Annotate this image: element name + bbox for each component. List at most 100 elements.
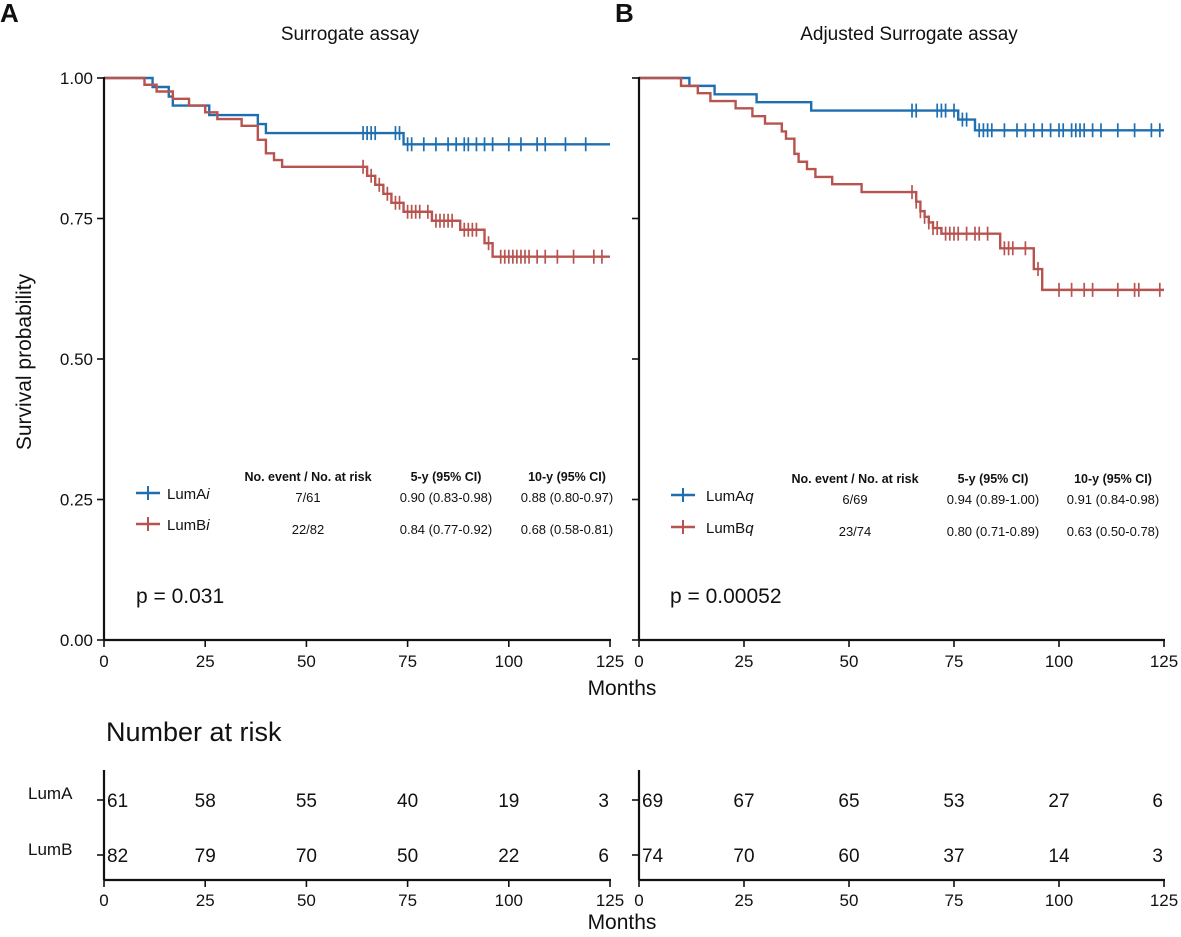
- y-tick-label: 0.25: [60, 491, 93, 510]
- risk-value: 70: [733, 846, 754, 867]
- chart-title-a: Surrogate assay: [281, 24, 420, 45]
- risk-value: 37: [943, 846, 964, 867]
- risk-value: 58: [195, 791, 216, 812]
- risk-axis-b: 0 25 50 75 100 125: [632, 770, 1178, 910]
- y-tick-label: 0.50: [60, 350, 93, 369]
- legend-10y-luma-b: 0.91 (0.84-0.98): [1067, 492, 1160, 507]
- legend-header-events-a: No. event / No. at risk: [244, 470, 371, 484]
- risk-value: 65: [838, 791, 859, 812]
- legend-events-lumb-b: 23/74: [839, 524, 872, 539]
- legend-header-events-b: No. event / No. at risk: [791, 472, 918, 486]
- risk-value: 50: [397, 846, 418, 867]
- risk-value: 3: [1152, 846, 1163, 867]
- risk-value: 22: [498, 846, 519, 867]
- legend-5y-luma-b: 0.94 (0.89-1.00): [947, 492, 1040, 507]
- legend-events-lumb-a: 22/82: [292, 522, 325, 537]
- risk-value: 61: [107, 791, 128, 812]
- survival-curve-LumBi: [104, 76, 610, 258]
- y-tick-label: 0.75: [60, 210, 93, 229]
- risk-row-label-lumb: LumB: [28, 840, 72, 859]
- legend-label-lumb-a: LumBi: [167, 517, 210, 534]
- y-tick-label: 0.00: [60, 631, 93, 650]
- risk-table-a: 61 58 55 40 19 3 82 79 70 50 22 6: [107, 791, 609, 867]
- x-tick-label: 50: [840, 652, 859, 671]
- risk-x-axis-title-a: Months: [588, 911, 657, 934]
- x-tick-label: 125: [596, 652, 624, 671]
- risk-table-b: 69 67 65 53 27 6 74 70 60 37 14 3: [642, 791, 1163, 867]
- axis-ticks-b: 0 25 50 75 100 125: [632, 77, 1178, 671]
- x-tick-label: 25: [735, 652, 754, 671]
- risk-x-tick-label: 25: [735, 891, 754, 910]
- risk-axis-a: 0 25 50 75 100 125: [97, 770, 624, 910]
- risk-x-tick-label: 25: [196, 891, 215, 910]
- risk-x-tick-label: 75: [945, 891, 964, 910]
- legend-label-lumb-b: LumBq: [706, 520, 754, 537]
- risk-value: 19: [498, 791, 519, 812]
- risk-x-tick-label: 50: [840, 891, 859, 910]
- risk-value: 6: [1152, 791, 1163, 812]
- p-value-b: p = 0.00052: [670, 585, 782, 608]
- risk-value: 67: [733, 791, 754, 812]
- legend-label-luma-b: LumAq: [706, 488, 754, 505]
- p-value-a: p = 0.031: [136, 585, 224, 608]
- legend-header-10y-b: 10-y (95% CI): [1074, 472, 1152, 486]
- x-tick-label: 75: [398, 652, 417, 671]
- legend-b: No. event / No. at risk 5-y (95% CI) 10-…: [671, 472, 1159, 539]
- y-tick-label: 1.00: [60, 69, 93, 88]
- survival-curve-LumAq: [639, 76, 1164, 132]
- risk-value: 14: [1048, 846, 1070, 867]
- legend-10y-lumb-b: 0.63 (0.50-0.78): [1067, 524, 1160, 539]
- risk-value: 79: [195, 846, 216, 867]
- risk-value: 53: [943, 791, 964, 812]
- legend-10y-luma-a: 0.88 (0.80-0.97): [521, 490, 614, 505]
- risk-value: 74: [642, 846, 664, 867]
- survival-curve-LumBq: [639, 76, 1164, 292]
- risk-value: 40: [397, 791, 418, 812]
- x-tick-label: 125: [1150, 652, 1178, 671]
- x-tick-label: 0: [634, 652, 643, 671]
- legend-header-5y-b: 5-y (95% CI): [958, 472, 1029, 486]
- x-axis-title-a: Months: [588, 677, 657, 700]
- x-tick-label: 25: [196, 652, 215, 671]
- legend-events-luma-b: 6/69: [842, 492, 867, 507]
- risk-value: 70: [296, 846, 317, 867]
- legend-10y-lumb-a: 0.68 (0.58-0.81): [521, 522, 614, 537]
- risk-value: 69: [642, 791, 663, 812]
- x-tick-label: 100: [1045, 652, 1073, 671]
- risk-value: 6: [598, 846, 609, 867]
- risk-x-tick-label: 100: [495, 891, 523, 910]
- risk-x-tick-label: 0: [99, 891, 108, 910]
- legend-header-5y-a: 5-y (95% CI): [411, 470, 482, 484]
- legend-events-luma-a: 7/61: [295, 490, 320, 505]
- x-tick-label: 75: [945, 652, 964, 671]
- risk-table-title: Number at risk: [106, 717, 282, 747]
- risk-x-tick-label: 100: [1045, 891, 1073, 910]
- legend-5y-lumb-b: 0.80 (0.71-0.89): [947, 524, 1040, 539]
- risk-x-tick-label: 75: [398, 891, 417, 910]
- risk-row-label-luma: LumA: [28, 784, 73, 803]
- legend-5y-lumb-a: 0.84 (0.77-0.92): [400, 522, 493, 537]
- x-tick-label: 100: [495, 652, 523, 671]
- panel-label-a: A: [0, 0, 19, 28]
- legend-a: No. event / No. at risk 5-y (95% CI) 10-…: [136, 470, 613, 537]
- legend-header-10y-a: 10-y (95% CI): [528, 470, 606, 484]
- risk-x-tick-label: 50: [297, 891, 316, 910]
- plot-area-b: [639, 76, 1164, 297]
- panel-label-b: B: [615, 0, 634, 28]
- axis-ticks-a: 0 25 50 75 100 125 0.00 0.25 0.50 0.75 1.00: [60, 69, 624, 671]
- x-tick-label: 50: [297, 652, 316, 671]
- chart-title-b: Adjusted Surrogate assay: [800, 24, 1018, 45]
- legend-label-luma-a: LumAi: [167, 486, 210, 503]
- risk-value: 82: [107, 846, 128, 867]
- panel-a: A Surrogate assay 0 25 50 75 100 1250.000.250…: [0, 0, 656, 934]
- risk-value: 60: [838, 846, 859, 867]
- plot-area-a: [104, 76, 610, 264]
- risk-value: 3: [598, 791, 609, 812]
- risk-x-tick-label: 0: [634, 891, 643, 910]
- legend-5y-luma-a: 0.90 (0.83-0.98): [400, 490, 493, 505]
- risk-x-tick-label: 125: [596, 891, 624, 910]
- risk-x-tick-label: 125: [1150, 891, 1178, 910]
- x-tick-label: 0: [99, 652, 108, 671]
- panel-b: B Adjusted Surrogate assay 0 25 50 75 100 125…: [615, 0, 1178, 910]
